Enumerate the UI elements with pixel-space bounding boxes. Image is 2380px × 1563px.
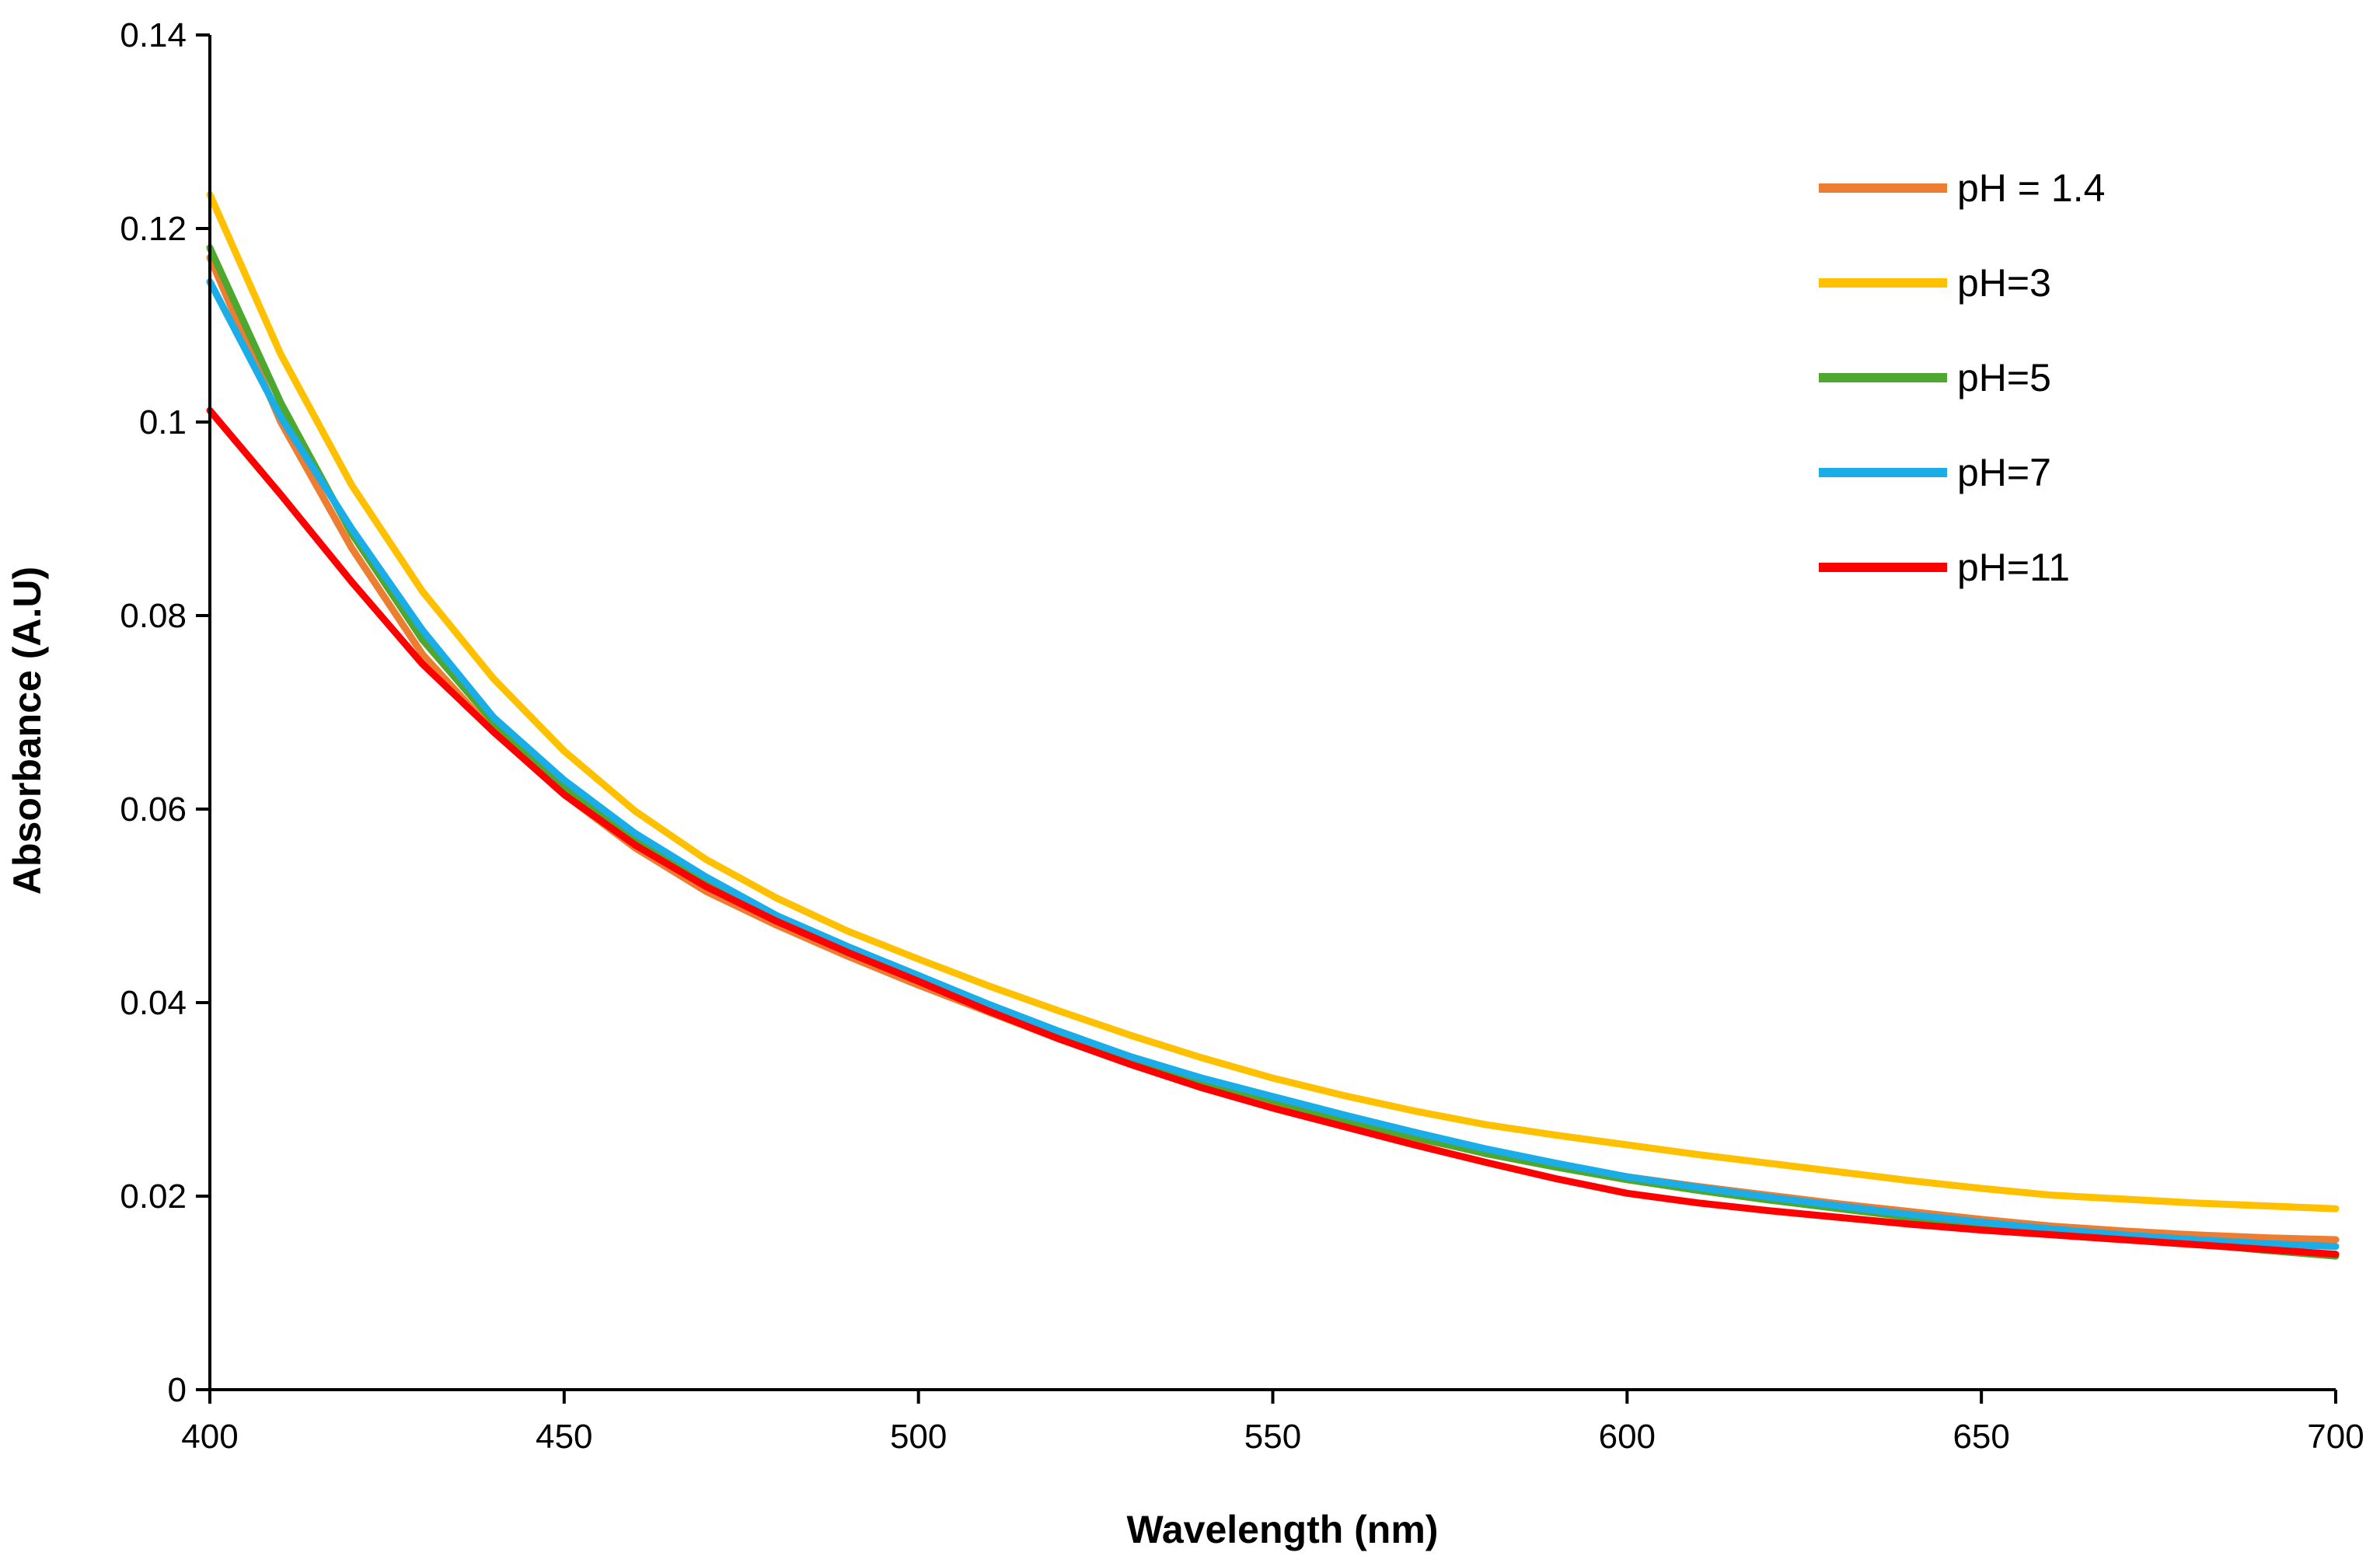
legend-label: pH=7 (1957, 451, 2051, 494)
x-tick-label: 400 (181, 1418, 238, 1456)
series-line-ph-11 (206, 406, 2340, 1258)
y-tick-label: 0.08 (120, 597, 187, 635)
legend-item: pH=7 (1819, 451, 2051, 494)
legend-item: pH=11 (1819, 546, 2070, 589)
y-axis-title: Absorbance (A.U) (5, 567, 49, 895)
y-tick-label: 0.14 (120, 16, 187, 54)
x-tick-label: 600 (1599, 1418, 1656, 1456)
x-tick-label: 700 (2307, 1418, 2364, 1456)
y-tick-label: 0 (168, 1371, 187, 1409)
legend-label: pH = 1.4 (1957, 166, 2105, 210)
legend-item: pH = 1.4 (1819, 166, 2105, 210)
x-axis-ticks: 400 450 500 550 600 650 700 (181, 1390, 2364, 1456)
x-tick-label: 500 (890, 1418, 947, 1456)
x-tick-label: 450 (536, 1418, 592, 1456)
x-tick-label: 650 (1953, 1418, 2009, 1456)
legend-label: pH=11 (1957, 546, 2070, 589)
legend-item: pH=5 (1819, 356, 2051, 399)
legend-label: pH=3 (1957, 261, 2051, 305)
series-group (206, 190, 2340, 1260)
series-line-ph-3 (206, 190, 2340, 1212)
series-line-ph-7 (206, 278, 2340, 1251)
x-axis-title: Wavelength (nm) (1127, 1508, 1439, 1551)
y-tick-label: 0.02 (120, 1177, 187, 1216)
legend-label: pH=5 (1957, 356, 2051, 399)
y-axis-ticks: 0 0.02 0.04 0.06 0.08 0.1 0.12 0.14 (120, 16, 210, 1409)
y-tick-label: 0.1 (139, 403, 187, 441)
legend: pH = 1.4 pH=3 pH=5 pH=7 pH=11 (1819, 166, 2105, 589)
y-tick-label: 0.04 (120, 984, 187, 1022)
y-tick-label: 0.06 (120, 790, 187, 829)
legend-item: pH=3 (1819, 261, 2051, 305)
x-tick-label: 550 (1244, 1418, 1301, 1456)
y-tick-label: 0.12 (120, 210, 187, 248)
